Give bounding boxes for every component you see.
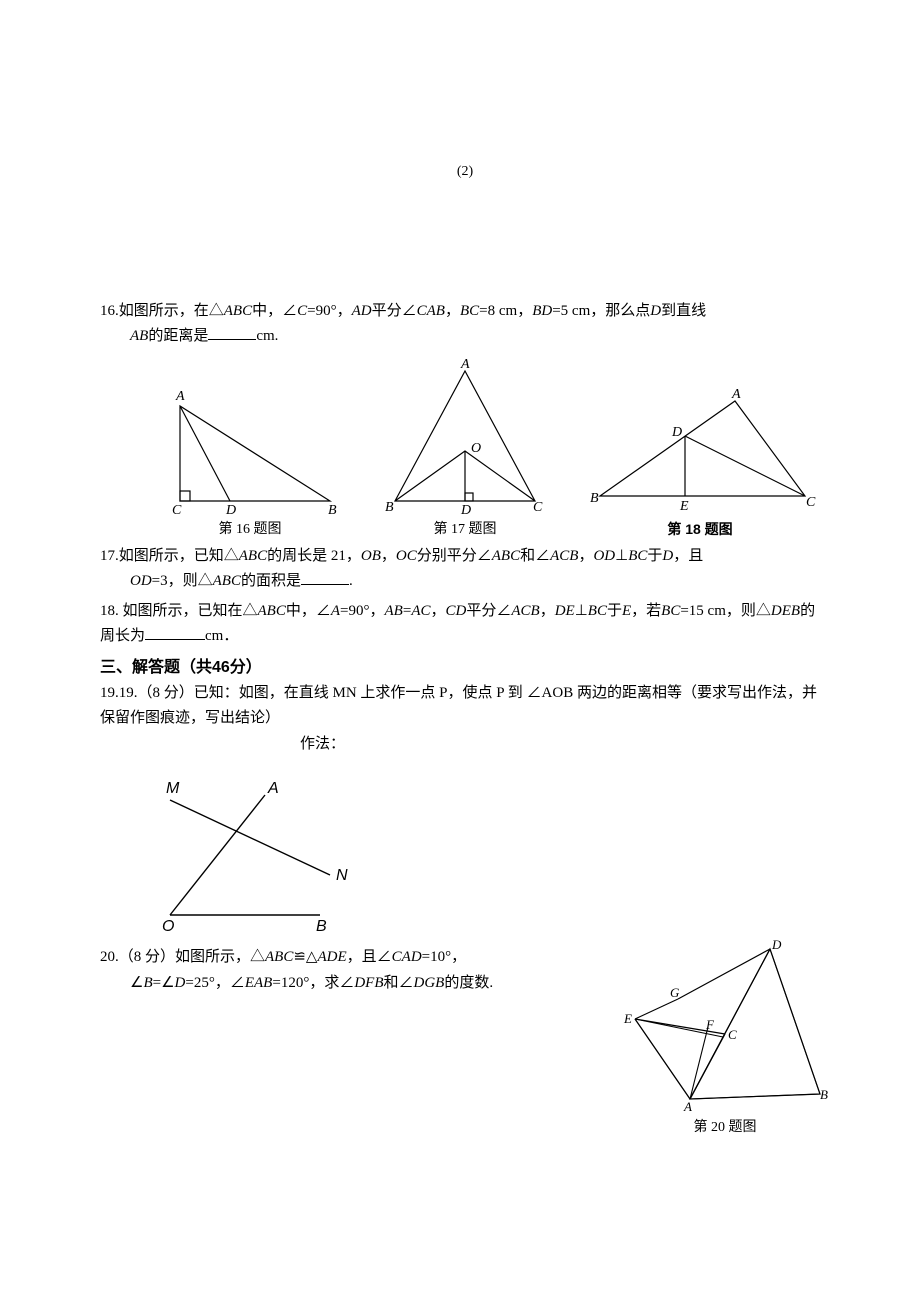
svg-text:B: B xyxy=(316,918,327,935)
figure-20: A B C D E F G 第 20 题图 xyxy=(620,939,830,1140)
svg-text:F: F xyxy=(705,1017,715,1032)
svg-text:B: B xyxy=(328,503,337,516)
problem-16: 16.如图所示，在△ABC中，∠C=90°，AD平分∠CAB，BC=8 cm，B… xyxy=(100,299,830,350)
svg-text:A: A xyxy=(731,387,741,402)
svg-text:G: G xyxy=(670,985,680,1000)
problem-20: 20.（8 分）如图所示，△ABC≌△ADE，且∠CAD=10°， ∠B=∠D=… xyxy=(100,945,620,996)
section-3-title: 三、解答题（共46分） xyxy=(100,654,830,681)
figure-19: M A N O B xyxy=(150,775,830,935)
page-number: (2) xyxy=(100,160,830,184)
figure-18: A B C D E 第 18 题图 xyxy=(580,386,820,542)
blank-17 xyxy=(301,569,349,585)
problem-17: 17.如图所示，已知△ABC的周长是 21，OB，OC分别平分∠ABC和∠ACB… xyxy=(100,544,830,595)
svg-text:A: A xyxy=(460,357,470,372)
svg-text:C: C xyxy=(172,503,182,516)
svg-text:A: A xyxy=(683,1099,692,1114)
caption-18: 第 18 题图 xyxy=(667,518,732,542)
svg-text:B: B xyxy=(820,1087,828,1102)
svg-text:C: C xyxy=(806,495,816,510)
method-label: 作法： xyxy=(300,736,345,752)
svg-text:B: B xyxy=(590,491,599,506)
figure-17: A B C D O 第 17 题图 xyxy=(365,356,565,542)
caption-17: 第 17 题图 xyxy=(434,518,497,542)
svg-text:C: C xyxy=(728,1027,737,1042)
figure-16: A C D B 第 16 题图 xyxy=(150,386,350,542)
svg-text:D: D xyxy=(460,503,471,516)
svg-text:D: D xyxy=(771,939,782,952)
caption-20: 第 20 题图 xyxy=(694,1116,757,1140)
svg-text:E: E xyxy=(623,1011,632,1026)
svg-text:D: D xyxy=(225,503,236,516)
svg-text:M: M xyxy=(166,780,180,797)
svg-text:D: D xyxy=(671,425,682,440)
svg-text:B: B xyxy=(385,500,394,515)
p20-num: 20. xyxy=(100,949,119,965)
svg-text:N: N xyxy=(336,867,348,884)
figures-row-16-17-18: A C D B 第 16 题图 A B C xyxy=(100,356,830,542)
svg-text:A: A xyxy=(267,780,279,797)
p16-num: 16. xyxy=(100,303,119,319)
p18-num: 18. xyxy=(100,603,119,619)
svg-text:A: A xyxy=(175,389,185,404)
blank-16 xyxy=(208,324,256,340)
svg-text:E: E xyxy=(679,499,689,514)
problem-18: 18. 如图所示，已知在△ABC中，∠A=90°，AB=AC，CD平分∠ACB，… xyxy=(100,599,830,650)
p19-num: 19. xyxy=(100,685,119,701)
problem-19: 19.19.（8 分）已知：如图，在直线 MN 上求作一点 P，使点 P 到 ∠… xyxy=(100,681,830,758)
blank-18 xyxy=(145,624,205,640)
svg-text:C: C xyxy=(533,500,543,515)
svg-text:O: O xyxy=(471,441,481,456)
svg-text:O: O xyxy=(162,918,174,935)
p17-num: 17. xyxy=(100,548,119,564)
caption-16: 第 16 题图 xyxy=(219,518,282,542)
